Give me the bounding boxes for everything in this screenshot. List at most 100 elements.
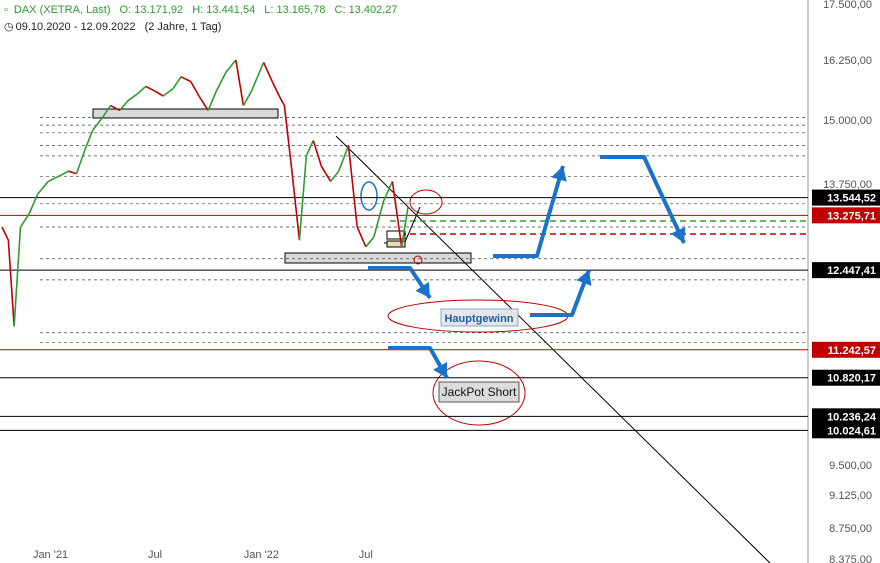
price-level-label: 13.544,52	[827, 193, 876, 205]
arrow-up-2	[530, 269, 591, 317]
red-ellipse-marker	[409, 189, 443, 215]
price-segment	[83, 129, 94, 152]
blue-ellipse-marker	[360, 181, 378, 211]
y-tick-label: 16.250,00	[823, 55, 872, 67]
price-segment	[365, 236, 375, 248]
price-segment	[391, 181, 403, 247]
clock-icon: ◷	[4, 21, 14, 33]
price-level-badge	[812, 341, 880, 358]
support-zone-box	[284, 252, 472, 264]
x-tick-label: Jul	[148, 549, 162, 561]
arrow-up-1-head	[551, 166, 567, 182]
arrow-down-1	[368, 266, 432, 300]
red-small-ellipse	[413, 255, 423, 265]
high-value: H: 13.441,54	[192, 4, 256, 16]
price-segment	[271, 81, 280, 97]
x-tick-label: Jul	[359, 549, 373, 561]
price-segment	[154, 90, 164, 97]
jackpot-label: JackPot Short	[442, 385, 517, 399]
arrow-down-3-head	[670, 226, 686, 243]
price-segment	[110, 104, 121, 112]
price-segment	[145, 85, 156, 92]
price-segment	[119, 100, 129, 111]
y-tick-label: 17.500,00	[823, 0, 872, 11]
small-box-1	[386, 230, 406, 240]
y-tick-label: 15.000,00	[823, 115, 872, 127]
price-segment	[312, 140, 323, 167]
y-tick-label: 13.750,00	[823, 179, 872, 191]
price-level-label: 10.024,61	[827, 425, 876, 437]
price-segment	[235, 59, 245, 106]
y-tick-label: 9.500,00	[829, 460, 872, 472]
resistance-zone-box	[92, 108, 279, 119]
arrow-up-2-head	[576, 270, 592, 286]
chart-subheader: ◷ 09.10.2020 - 12.09.2022 (2 Jahre, 1 Tag…	[4, 20, 227, 33]
period-label: (2 Jahre, 1 Tag)	[144, 21, 222, 33]
price-level-badge	[812, 369, 880, 386]
jackpot-box	[438, 381, 520, 403]
price-segment	[278, 95, 286, 106]
price-level-badge	[812, 262, 880, 279]
price-segment	[127, 92, 139, 102]
price-level-label: 12.447,41	[827, 265, 876, 277]
open-value: O: 13.171,92	[119, 4, 184, 16]
y-tick-label: 9.125,00	[829, 490, 872, 502]
arrow-up-1	[493, 165, 565, 258]
price-segment	[172, 76, 182, 90]
x-tick-label: Jan '21	[33, 549, 68, 561]
price-level-label: 10.236,24	[827, 411, 877, 423]
price-segment	[137, 85, 147, 95]
price-level-badge	[812, 408, 880, 425]
y-tick-label: 8.750,00	[829, 523, 872, 535]
price-segment	[37, 180, 49, 195]
price-segment	[198, 95, 209, 111]
price-segment	[13, 226, 22, 327]
price-segment	[400, 207, 409, 247]
price-segment	[215, 71, 227, 92]
arrow-down-1-head	[415, 281, 430, 298]
price-segment	[291, 176, 301, 241]
price-segment	[7, 240, 15, 327]
price-segment	[320, 165, 332, 182]
arrow-down-2-head	[433, 361, 448, 378]
price-segment	[1, 226, 10, 241]
price-segment	[207, 90, 217, 111]
price-level-label: 10.820,17	[827, 373, 876, 385]
date-range: 09.10.2020 - 12.09.2022	[15, 21, 136, 33]
chart-title: DAX (XETRA, Last)	[13, 4, 111, 16]
price-level-label: 13.275,71	[827, 210, 876, 222]
price-segment	[305, 140, 315, 157]
price-segment	[262, 62, 274, 82]
price-segment	[347, 145, 358, 228]
price-segment	[242, 90, 253, 106]
chart-header: ▫ DAX (XETRA, Last) O: 13.171,92 H: 13.44…	[4, 4, 404, 16]
small-box-2	[386, 240, 406, 248]
arrow-down-3	[600, 155, 686, 244]
price-level-badge	[812, 207, 880, 224]
price-segment	[162, 88, 174, 97]
price-segment	[58, 170, 69, 178]
price-level-badge	[812, 189, 880, 206]
price-segment	[28, 193, 39, 215]
price-segment	[75, 150, 86, 175]
price-segment	[68, 170, 77, 175]
y-tick-label: 8.375,00	[829, 554, 872, 563]
price-segment	[356, 226, 367, 248]
price-segment	[250, 62, 265, 92]
price-segment	[180, 76, 192, 83]
chart-bars-icon: ▫	[4, 4, 8, 16]
hauptgewinn-box	[440, 308, 519, 327]
price-segment	[225, 59, 237, 73]
price-segment	[47, 175, 59, 183]
price-level-label: 11.242,57	[828, 345, 876, 357]
price-segment	[283, 105, 294, 177]
price-segment	[329, 170, 340, 182]
jackpot-ellipse	[432, 360, 526, 426]
hauptgewinn-label: Hauptgewinn	[444, 313, 513, 325]
low-value: L: 13.165,78	[264, 4, 326, 16]
close-value: C: 13.402,27	[334, 4, 398, 16]
price-segment	[190, 81, 200, 97]
price-segment	[92, 117, 104, 131]
